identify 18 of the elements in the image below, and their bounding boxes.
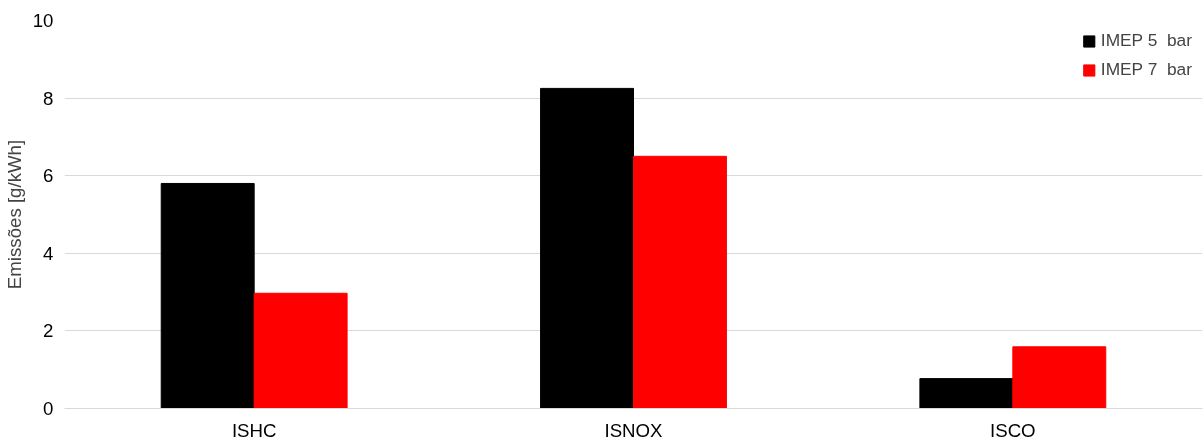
bar: [160, 182, 255, 409]
y-tick-label: 10: [32, 10, 54, 31]
y-tick-label: 8: [43, 87, 54, 109]
y-tick-label: 0: [43, 398, 54, 419]
x-tick-label: ISCO: [990, 419, 1036, 441]
y-axis-title: Emissões [g/kWh]: [3, 139, 25, 290]
y-tick-label: 6: [43, 165, 54, 187]
bar: [253, 292, 348, 409]
legend-label: IMEP 7 bar: [1100, 59, 1192, 80]
bar: [540, 87, 634, 409]
x-tick-label: ISNOX: [604, 419, 664, 441]
bar: [919, 378, 1014, 409]
y-tick-label: 4: [43, 242, 54, 264]
bar: [633, 155, 727, 409]
legend-label: IMEP 5 bar: [1100, 30, 1192, 51]
bar: [1012, 346, 1107, 409]
x-tick-label: ISHC: [231, 419, 277, 441]
y-tick-label: 2: [43, 320, 54, 342]
